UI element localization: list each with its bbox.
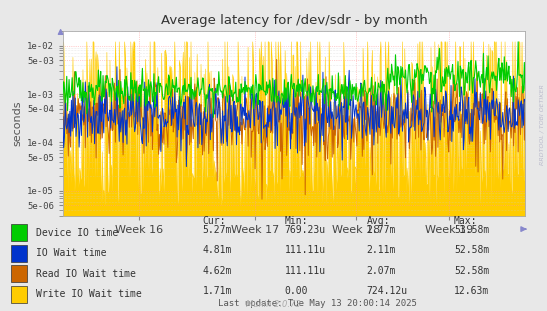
Text: Cur:: Cur: (202, 216, 226, 226)
Text: 52.58m: 52.58m (454, 245, 489, 255)
Y-axis label: seconds: seconds (13, 101, 23, 146)
Bar (11, 245, 27, 262)
Text: 12.63m: 12.63m (454, 286, 489, 296)
Bar (11, 265, 27, 282)
Text: Last update: Tue May 13 20:00:14 2025: Last update: Tue May 13 20:00:14 2025 (218, 299, 417, 308)
Text: 0.00: 0.00 (284, 286, 308, 296)
Bar (11, 286, 27, 303)
Text: 4.81m: 4.81m (202, 245, 232, 255)
Text: 724.12u: 724.12u (366, 286, 408, 296)
Bar (11, 224, 27, 241)
Text: IO Wait time: IO Wait time (36, 248, 106, 258)
Text: 2.77m: 2.77m (366, 225, 396, 234)
Text: 4.62m: 4.62m (202, 266, 232, 276)
Text: 53.58m: 53.58m (454, 225, 489, 234)
Text: Read IO Wait time: Read IO Wait time (36, 269, 136, 279)
Text: Max:: Max: (454, 216, 478, 226)
Text: 5.27m: 5.27m (202, 225, 232, 234)
Text: 111.11u: 111.11u (284, 266, 325, 276)
Text: Write IO Wait time: Write IO Wait time (36, 289, 141, 299)
Text: Min:: Min: (284, 216, 308, 226)
Text: 769.23u: 769.23u (284, 225, 325, 234)
Text: Device IO time: Device IO time (36, 228, 118, 238)
Text: Munin 2.0.73: Munin 2.0.73 (246, 300, 301, 309)
Text: RRDTOOL / TOBI OETIKER: RRDTOOL / TOBI OETIKER (539, 84, 544, 165)
Text: 52.58m: 52.58m (454, 266, 489, 276)
Text: 1.71m: 1.71m (202, 286, 232, 296)
Title: Average latency for /dev/sdr - by month: Average latency for /dev/sdr - by month (161, 14, 427, 27)
Text: Avg:: Avg: (366, 216, 390, 226)
Text: 111.11u: 111.11u (284, 245, 325, 255)
Text: 2.11m: 2.11m (366, 245, 396, 255)
Text: 2.07m: 2.07m (366, 266, 396, 276)
